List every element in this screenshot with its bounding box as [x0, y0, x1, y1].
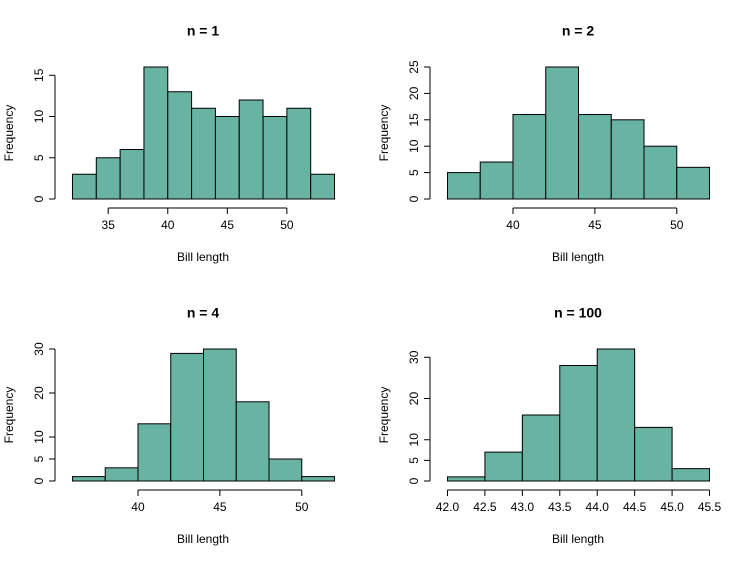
y-axis-label: Frequency — [377, 105, 391, 162]
bar — [521, 414, 561, 482]
bar — [262, 116, 288, 200]
y-tick-label: 10 — [407, 139, 421, 153]
x-tick-label: 45 — [588, 218, 602, 232]
y-tick-label: 10 — [32, 430, 46, 444]
bar — [512, 114, 547, 200]
bar — [104, 467, 139, 482]
y-tick-label: 0 — [32, 195, 46, 202]
bar — [301, 476, 336, 482]
x-axis-label: Bill length — [552, 250, 604, 264]
x-tick-label: 40 — [131, 500, 145, 514]
bar — [170, 352, 205, 482]
y-tick-label: 30 — [407, 350, 421, 364]
bar — [610, 119, 645, 200]
panel: n = 2 Bill length Frequency 40 45 50 0 5 10 15 20 2… — [377, 23, 711, 264]
x-tick-label: 40 — [161, 218, 175, 232]
bar — [596, 348, 636, 482]
bar — [578, 114, 612, 200]
x-axis-label: Bill length — [552, 532, 604, 546]
x-tick-label: 35 — [102, 218, 116, 232]
x-tick-label: 42.5 — [473, 500, 497, 514]
x-tick-label: 40 — [506, 218, 520, 232]
x-tick-label: 44.0 — [586, 500, 610, 514]
x-axis-label: Bill length — [177, 250, 229, 264]
y-tick-label: 0 — [407, 477, 421, 484]
panel: n = 1 Bill length Frequency 35 40 45 50 0 5 10 15 — [2, 23, 336, 264]
bar — [643, 145, 678, 200]
bar — [214, 116, 240, 200]
y-tick-label: 10 — [32, 110, 46, 124]
x-tick-label: 42.0 — [436, 500, 460, 514]
y-tick-label: 5 — [32, 154, 46, 161]
bar — [634, 426, 673, 482]
bar — [676, 166, 711, 200]
x-tick-label: 50 — [295, 500, 309, 514]
x-tick-label: 45.0 — [660, 500, 684, 514]
x-axis-label: Bill length — [177, 532, 229, 546]
y-tick-label: 0 — [32, 477, 46, 484]
bar — [191, 107, 216, 200]
bar — [71, 476, 106, 482]
y-tick-label: 5 — [32, 455, 46, 462]
bar — [446, 476, 486, 482]
bar — [95, 157, 121, 200]
y-tick-label: 25 — [407, 60, 421, 74]
x-tick-label: 43.5 — [548, 500, 572, 514]
bar — [119, 149, 145, 200]
y-tick-label: 15 — [407, 113, 421, 127]
bar — [310, 173, 336, 200]
x-tick-label: 44.5 — [623, 500, 647, 514]
bar — [446, 172, 481, 200]
bar — [484, 451, 523, 482]
y-axis-label: Frequency — [2, 105, 16, 162]
y-tick-label: 15 — [32, 68, 46, 82]
x-tick-label: 43.0 — [511, 500, 535, 514]
x-tick-label: 45 — [221, 218, 235, 232]
y-tick-label: 20 — [32, 386, 46, 400]
x-tick-label: 45 — [213, 500, 227, 514]
y-tick-label: 0 — [407, 195, 421, 202]
panel: n = 100 Bill length Frequency 42.0 42.5 43.0 4… — [377, 305, 721, 546]
bar — [671, 468, 711, 482]
chart-title: n = 100 — [554, 305, 602, 321]
y-tick-label: 20 — [407, 86, 421, 100]
bar — [137, 423, 172, 482]
bar — [203, 348, 237, 482]
bar — [238, 99, 264, 200]
y-tick-label: 10 — [407, 433, 421, 447]
chart-title: n = 2 — [562, 23, 595, 39]
y-tick-label: 5 — [407, 457, 421, 464]
chart-title: n = 1 — [187, 23, 220, 39]
y-tick-label: 5 — [407, 169, 421, 176]
bar — [479, 161, 514, 200]
panel: n = 4 Bill length Frequency 40 45 50 0 5 10 20 30 — [2, 305, 336, 546]
y-axis-label: Frequency — [377, 387, 391, 444]
y-tick-label: 30 — [32, 342, 46, 356]
x-tick-label: 50 — [280, 218, 294, 232]
bar — [143, 66, 169, 200]
x-tick-label: 50 — [670, 218, 684, 232]
y-axis-label: Frequency — [2, 387, 16, 444]
bar — [286, 107, 312, 200]
bar — [559, 365, 598, 482]
bar — [71, 173, 97, 200]
bar — [235, 401, 270, 482]
bar — [167, 91, 193, 200]
chart-title: n = 4 — [187, 305, 220, 321]
bar — [268, 458, 303, 482]
y-tick-label: 20 — [407, 392, 421, 406]
x-tick-label: 45.5 — [698, 500, 722, 514]
bar — [545, 66, 580, 200]
